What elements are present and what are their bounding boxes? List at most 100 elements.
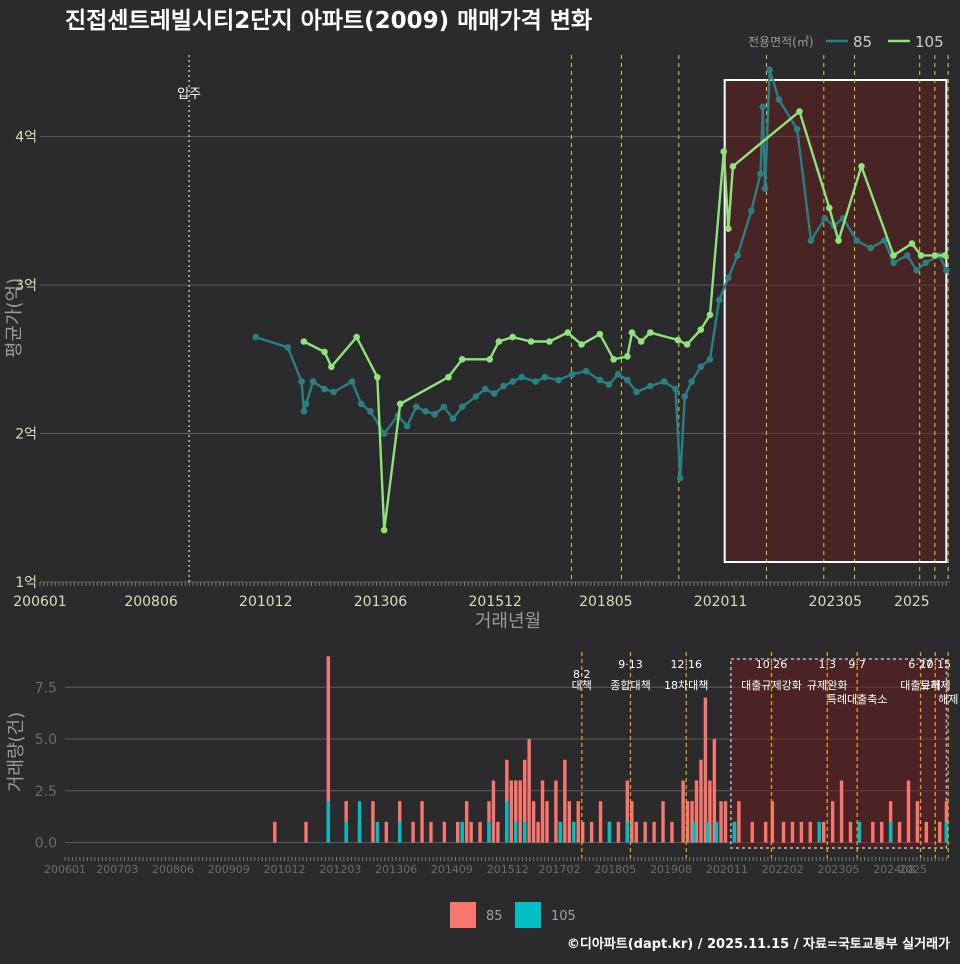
volume-bar-85 xyxy=(924,821,929,843)
price-point-85 xyxy=(681,393,689,400)
price-point-105 xyxy=(637,338,645,345)
volume-bar-85 xyxy=(554,780,558,843)
price-point-105 xyxy=(328,363,335,371)
volume-y-axis-title: 거래량(건) xyxy=(6,712,27,792)
policy-text-label: 18차대책 xyxy=(664,679,708,692)
volume-bar-105 xyxy=(558,821,563,843)
price-point-85 xyxy=(431,410,438,418)
price-point-85 xyxy=(582,367,590,375)
volume-bar-85 xyxy=(719,801,723,843)
price-point-105 xyxy=(509,333,516,341)
price-point-85 xyxy=(890,259,897,267)
price-point-85 xyxy=(321,385,328,393)
price-point-105 xyxy=(321,348,328,356)
volume-bar-85 xyxy=(344,801,348,843)
legend-top-label-105: 105 xyxy=(915,33,944,51)
price-point-85 xyxy=(821,214,829,222)
volume-bar-85 xyxy=(478,821,482,843)
volume-bar-85 xyxy=(442,821,447,843)
price-point-105 xyxy=(647,329,654,336)
volume-bar-85 xyxy=(563,759,567,843)
volume-x-tick-label: 201012 xyxy=(264,863,306,876)
volume-bar-85 xyxy=(652,821,656,843)
volume-bar-105 xyxy=(888,821,893,843)
volume-bar-85 xyxy=(723,801,728,843)
price-point-85 xyxy=(309,378,317,385)
price-highlight-box xyxy=(723,79,948,563)
legend-bottom: 85 105 xyxy=(450,902,576,928)
price-point-85 xyxy=(853,237,861,244)
volume-bar-85 xyxy=(781,821,786,843)
volume-y-tick-label: 2.5 xyxy=(35,784,57,800)
price-point-105 xyxy=(729,163,737,170)
volume-bar-85 xyxy=(273,821,277,843)
price-point-85 xyxy=(298,378,305,385)
price-point-85 xyxy=(761,185,769,192)
price-point-85 xyxy=(500,382,507,390)
volume-bar-85 xyxy=(670,821,674,843)
volume-bar-85 xyxy=(703,697,708,843)
volume-bar-85 xyxy=(763,821,768,843)
price-point-105 xyxy=(486,356,494,363)
volume-bar-85 xyxy=(897,821,902,843)
price-x-tick-label: 201805 xyxy=(579,594,632,610)
volume-x-tick-label: 201512 xyxy=(487,863,529,876)
price-x-tick-label: 201512 xyxy=(469,594,522,610)
price-point-85 xyxy=(472,393,480,400)
volume-bar-105 xyxy=(705,821,710,843)
volume-x-tick-label: 201702 xyxy=(538,863,580,876)
volume-bar-85 xyxy=(708,780,712,843)
volume-bar-105 xyxy=(357,801,362,843)
price-point-105 xyxy=(706,311,714,319)
price-point-85 xyxy=(569,370,576,378)
volume-bar-105 xyxy=(514,821,518,843)
volume-bar-85 xyxy=(616,821,621,843)
chart-title: 진접센트레빌시티2단지 아파트(2009) 매매가격 변화 xyxy=(65,8,592,34)
legend-bottom-label-85: 85 xyxy=(486,909,503,924)
price-point-85 xyxy=(491,390,498,397)
volume-bar-85 xyxy=(429,821,433,843)
price-point-85 xyxy=(624,376,631,384)
legend-top-label-85: 85 xyxy=(853,33,872,51)
price-x-tick-label: 201012 xyxy=(239,594,292,610)
price-x-tick-label: 202305 xyxy=(809,594,862,610)
price-point-85 xyxy=(367,407,374,415)
price-point-85 xyxy=(943,266,950,274)
volume-bar-85 xyxy=(661,801,665,843)
price-point-85 xyxy=(403,422,411,430)
volume-bar-105 xyxy=(692,821,696,843)
policy-text-label: 규제완화 xyxy=(807,679,847,692)
price-point-85 xyxy=(284,344,292,351)
price-point-105 xyxy=(353,333,360,341)
price-point-105 xyxy=(396,400,404,408)
price-x-tick-label: 201306 xyxy=(354,594,408,610)
legend-top: 전용면적(㎡) 85 105 xyxy=(748,33,944,51)
volume-bar-105 xyxy=(487,821,491,843)
price-point-85 xyxy=(330,388,337,396)
volume-bar-105 xyxy=(460,821,464,843)
price-point-85 xyxy=(775,96,783,103)
volume-bar-105 xyxy=(857,821,862,843)
price-y-axis-title: 평균가(억) xyxy=(4,278,25,358)
price-point-105 xyxy=(858,163,865,170)
price-series-line-105 xyxy=(303,109,945,531)
volume-bar-105 xyxy=(732,821,737,843)
price-point-105 xyxy=(628,329,636,336)
volume-bar-105 xyxy=(625,821,630,843)
legend-bottom-swatch-85 xyxy=(450,902,476,928)
volume-bar-85 xyxy=(598,801,603,843)
volume-highlight-box xyxy=(730,658,948,849)
price-point-85 xyxy=(509,378,516,385)
volume-bar-85 xyxy=(821,821,826,843)
price-point-105 xyxy=(908,240,916,247)
price-point-105 xyxy=(546,338,553,345)
volume-x-tick-label: 201203 xyxy=(319,863,361,876)
footer-credit: ©디아파트(dapt.kr) / 2025.11.15 / 자료=국토교통부 실… xyxy=(567,936,950,952)
policy-date-label: 9·13 xyxy=(618,658,643,671)
price-point-85 xyxy=(676,474,684,482)
price-point-105 xyxy=(931,252,939,259)
volume-bar-85 xyxy=(491,780,496,843)
price-point-105 xyxy=(725,225,732,232)
volume-x-tick-label: 201805 xyxy=(594,863,636,876)
